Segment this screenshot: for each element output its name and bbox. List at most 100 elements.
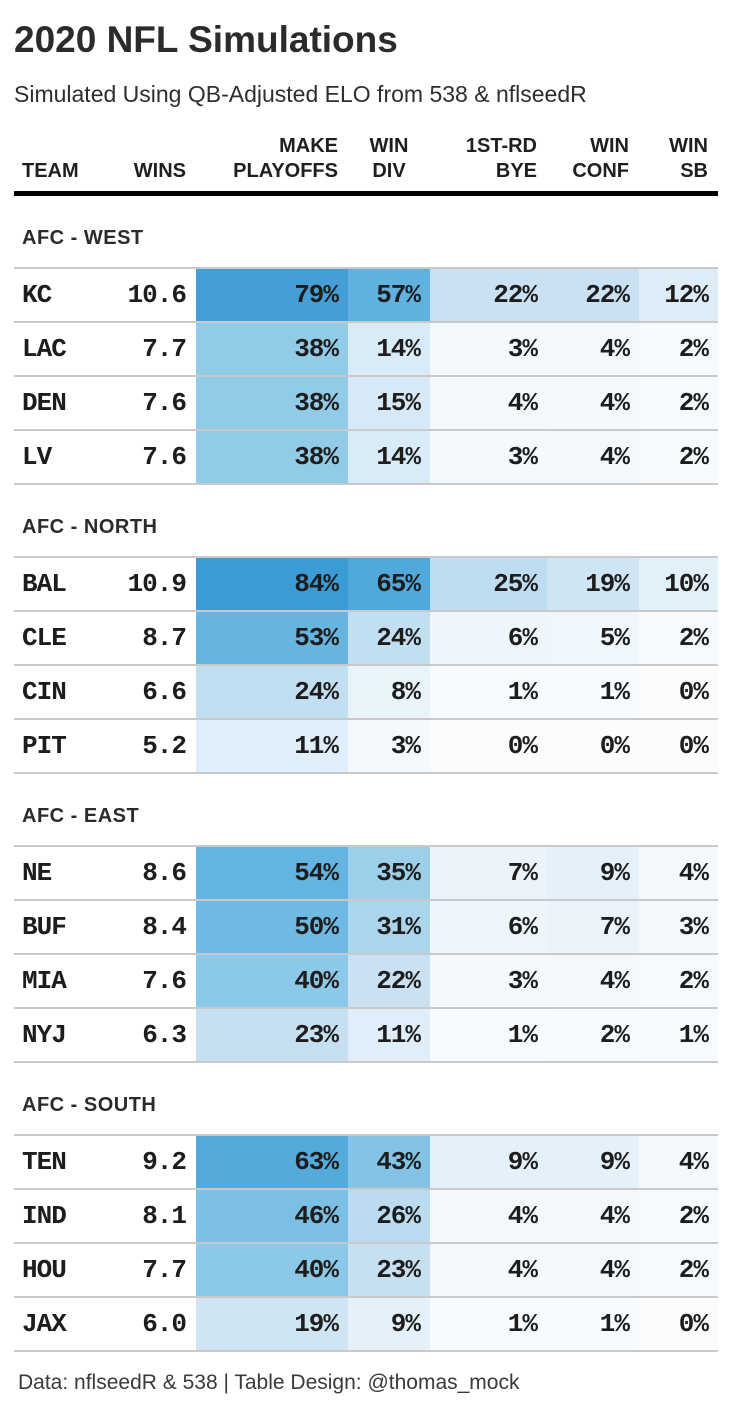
division-section: AFC - NORTH BAL 10.9 84% 65% 25% 19% 10% CLE 8.7 5… [14,485,718,774]
table-row-hou: HOU 7.7 40% 23% 4% 4% 2% [14,1242,718,1296]
cell-wins: 5.2 [142,731,187,761]
cell-win-conf: 0% [547,720,639,772]
cell-win-conf: 5% [547,612,639,664]
cell-wins: 6.0 [142,1309,187,1339]
cell-win-sb: 0% [639,720,718,772]
cell-wins: 8.7 [142,623,187,653]
cell-win-conf: 4% [547,431,639,483]
cell-team: BUF [22,912,67,942]
column-header-line: DIV [372,160,406,182]
table-row-buf: BUF 8.4 50% 31% 6% 7% 3% [14,899,718,953]
cell-win-div: 26% [348,1190,430,1242]
page-title: 2020 NFL Simulations [14,19,398,60]
cell-team: NE [22,858,52,888]
section-label: AFC - WEST [22,227,144,249]
table-row-lv: LV 7.6 38% 14% 3% 4% 2% [14,429,718,485]
table-row-pit: PIT 5.2 11% 3% 0% 0% 0% [14,718,718,774]
table-row-nyj: NYJ 6.3 23% 11% 1% 2% 1% [14,1007,718,1063]
cell-make-playoffs: 50% [196,901,348,953]
cell-make-playoffs: 19% [196,1298,348,1350]
cell-make-playoffs: 40% [196,1244,348,1296]
cell-win-sb: 2% [639,377,718,429]
table-row-mia: MIA 7.6 40% 22% 3% 4% 2% [14,953,718,1007]
column-header-line: WIN [369,135,409,157]
cell-win-conf: 1% [547,1298,639,1350]
cell-wins: 10.6 [127,280,187,310]
cell-win-conf: 9% [547,1136,639,1188]
cell-win-sb: 2% [639,323,718,375]
table-row-jax: JAX 6.0 19% 9% 1% 1% 0% [14,1296,718,1352]
table-row-ne: NE 8.6 54% 35% 7% 9% 4% [14,845,718,899]
table-row-ind: IND 8.1 46% 26% 4% 4% 2% [14,1188,718,1242]
cell-win-div: 14% [348,323,430,375]
simulations-table: TEAM WINS MAKE PLAYOFFS WIN DIV 1ST-RD BYE WIN CO… [14,134,718,1352]
cell-make-playoffs: 46% [196,1190,348,1242]
column-header-win-sb: WIN SB [639,134,718,184]
column-header-line: PLAYOFFS [233,160,338,182]
column-header-win-div: WIN DIV [348,134,430,184]
cell-team: HOU [22,1255,67,1285]
cell-win-sb: 2% [639,955,718,1007]
cell-team: BAL [22,569,67,599]
cell-first-rd-bye: 4% [430,1244,547,1296]
column-header-line: WINS [133,160,186,182]
cell-win-div: 9% [348,1298,430,1350]
cell-win-div: 11% [348,1009,430,1061]
cell-team: CIN [22,677,67,707]
cell-wins: 8.1 [142,1201,187,1231]
cell-wins: 6.3 [142,1020,187,1050]
column-header-line: WIN [669,135,708,157]
cell-first-rd-bye: 1% [430,666,547,718]
cell-first-rd-bye: 25% [430,558,547,610]
cell-team: JAX [22,1309,67,1339]
cell-first-rd-bye: 3% [430,431,547,483]
table-row-den: DEN 7.6 38% 15% 4% 4% 2% [14,375,718,429]
cell-win-div: 15% [348,377,430,429]
cell-win-div: 43% [348,1136,430,1188]
table-row-bal: BAL 10.9 84% 65% 25% 19% 10% [14,556,718,610]
cell-make-playoffs: 23% [196,1009,348,1061]
cell-first-rd-bye: 22% [430,269,547,321]
table-header-row: TEAM WINS MAKE PLAYOFFS WIN DIV 1ST-RD BYE WIN CO… [14,134,718,191]
cell-make-playoffs: 79% [196,269,348,321]
column-header-line: TEAM [22,160,79,182]
column-header-team: TEAM [14,159,96,184]
cell-win-conf: 2% [547,1009,639,1061]
cell-win-sb: 2% [639,612,718,664]
cell-make-playoffs: 38% [196,431,348,483]
cell-first-rd-bye: 7% [430,847,547,899]
column-header-line: 1ST-RD [465,135,537,157]
column-header-make-playoffs: MAKE PLAYOFFS [196,134,348,184]
cell-win-conf: 9% [547,847,639,899]
column-header-line: WIN [590,135,629,157]
table-row-kc: KC 10.6 79% 57% 22% 22% 12% [14,267,718,321]
cell-wins: 7.7 [142,1255,187,1285]
cell-win-div: 57% [348,269,430,321]
cell-win-sb: 1% [639,1009,718,1061]
cell-wins: 8.4 [142,912,187,942]
column-header-line: BYE [495,160,537,182]
column-header-line: CONF [572,160,629,182]
cell-win-sb: 0% [639,1298,718,1350]
column-header-win-conf: WIN CONF [547,134,639,184]
cell-win-div: 65% [348,558,430,610]
cell-win-sb: 4% [639,1136,718,1188]
cell-win-div: 35% [348,847,430,899]
column-header-wins: WINS [96,159,196,184]
division-section: AFC - WEST KC 10.6 79% 57% 22% 22% 12% LAC 7.7 38%… [14,196,718,485]
cell-win-conf: 4% [547,1190,639,1242]
column-header-line: MAKE [279,135,338,157]
cell-win-sb: 3% [639,901,718,953]
cell-make-playoffs: 38% [196,323,348,375]
table-row-ten: TEN 9.2 63% 43% 9% 9% 4% [14,1134,718,1188]
cell-first-rd-bye: 3% [430,323,547,375]
cell-make-playoffs: 54% [196,847,348,899]
cell-win-div: 22% [348,955,430,1007]
division-section: AFC - SOUTH TEN 9.2 63% 43% 9% 9% 4% IND 8.1 46% 26… [14,1063,718,1352]
cell-first-rd-bye: 1% [430,1009,547,1061]
cell-win-div: 24% [348,612,430,664]
section-label: AFC - SOUTH [22,1094,157,1116]
cell-team: DEN [22,388,67,418]
cell-first-rd-bye: 4% [430,1190,547,1242]
